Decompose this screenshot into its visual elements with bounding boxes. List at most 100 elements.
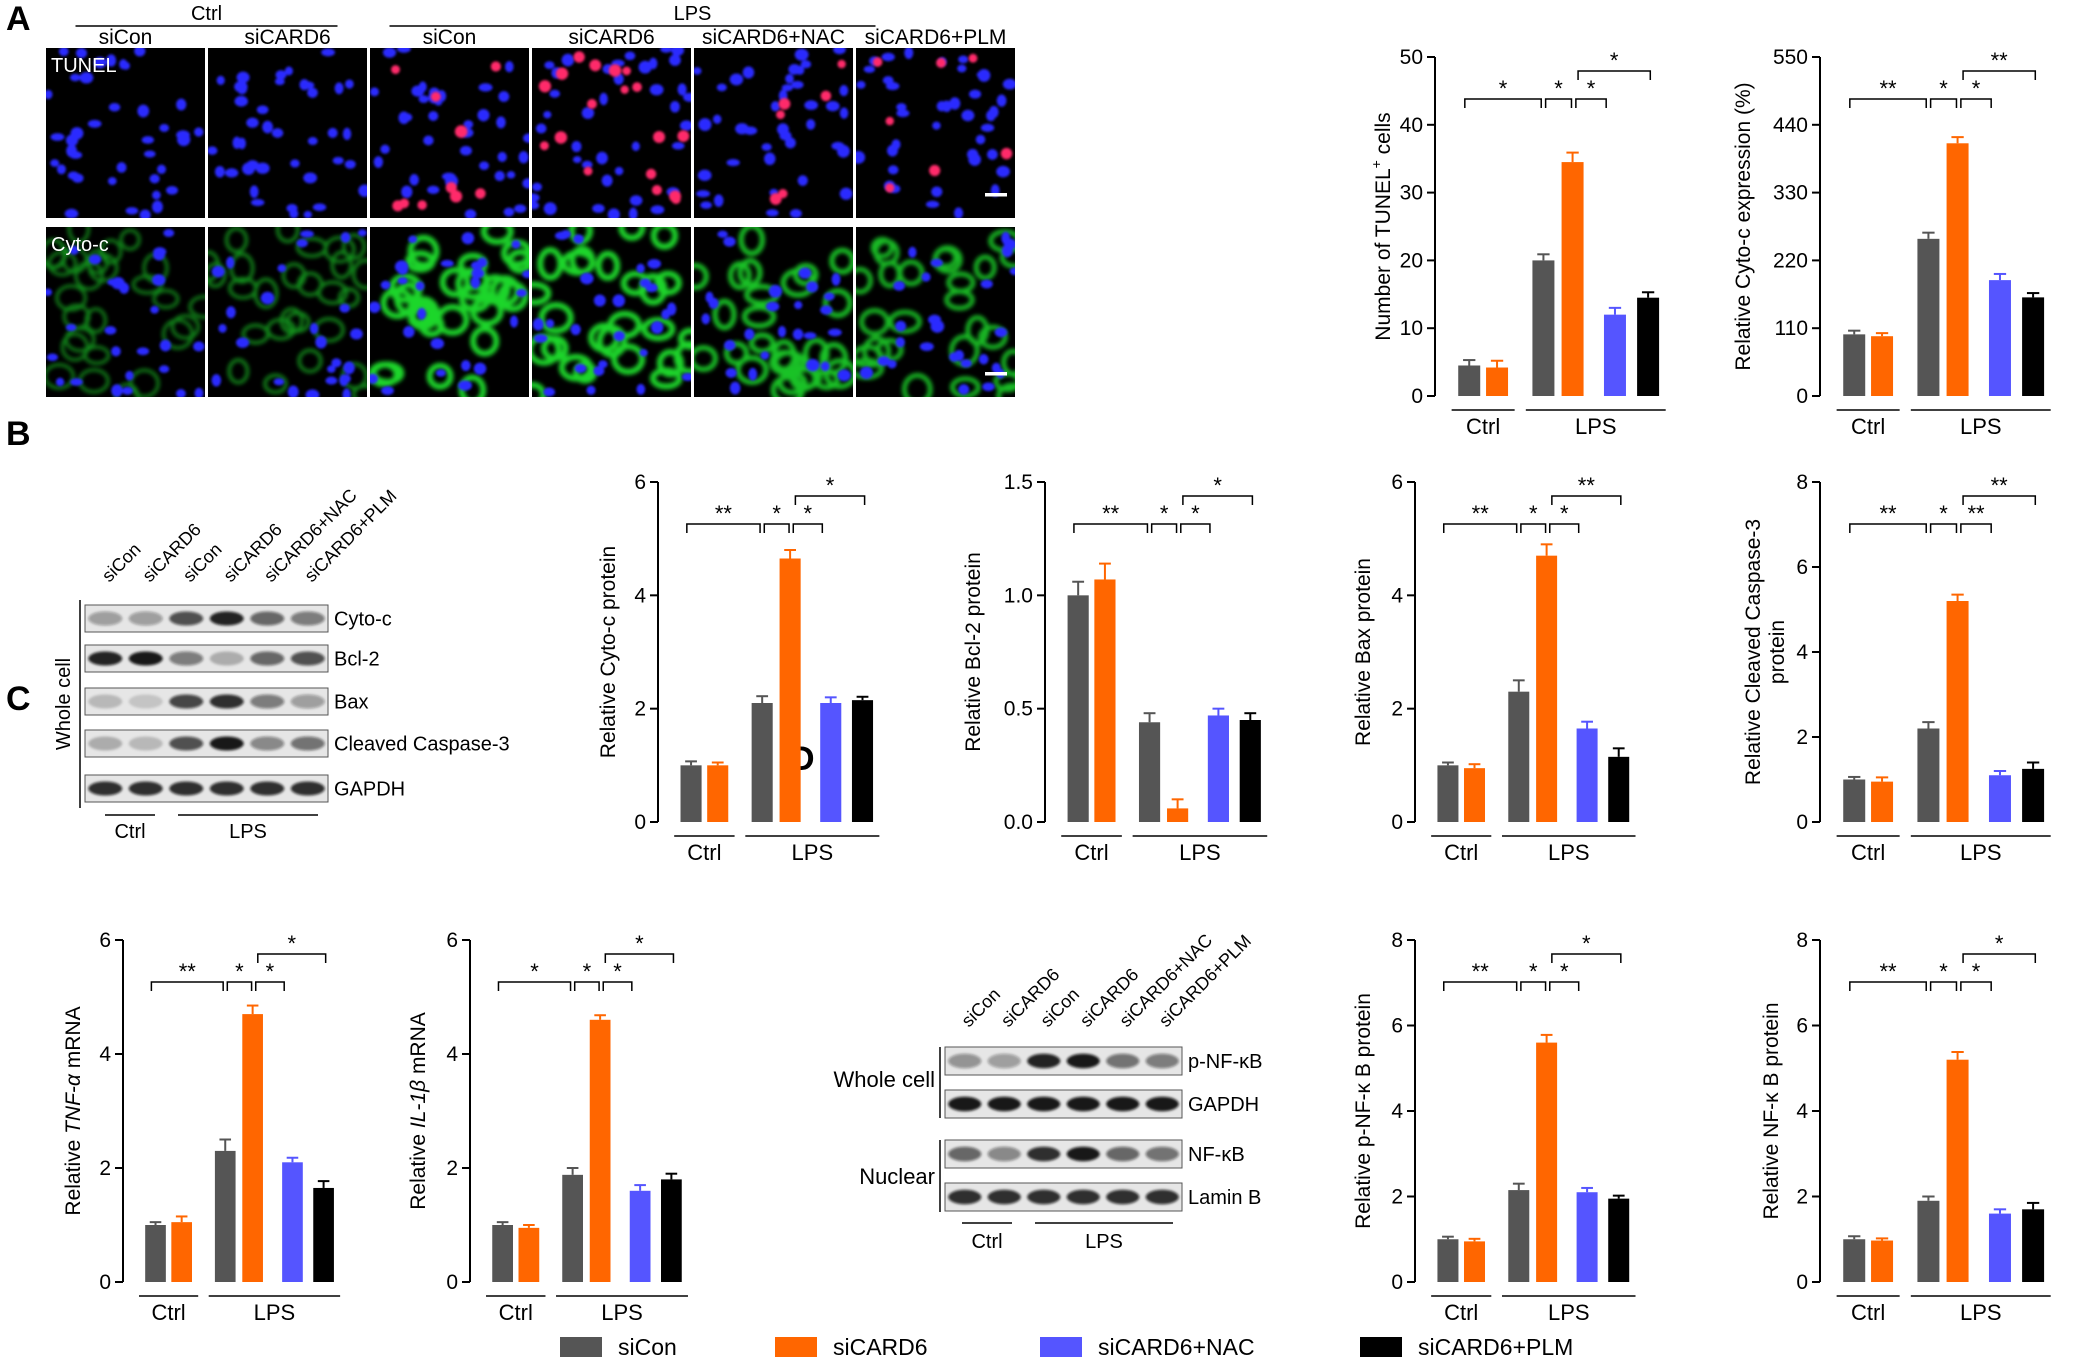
micro-tile: Cyto-c [46,227,205,397]
group-label: LPS [1960,1300,2002,1325]
blot-band [128,651,163,666]
bar [680,765,702,822]
blot-strip [84,774,329,803]
significance-bracket [1849,98,1927,108]
blot-strip [84,687,329,716]
group-label: LPS [1179,840,1221,865]
y-tick-label: 30 [1400,182,1423,205]
blot-band [290,694,325,709]
significance-label: * [1939,76,1948,101]
bar [2022,768,2045,822]
bar [1508,691,1530,822]
chart-tunel: 0 10 20 30 40 50 Number of TUNEL+ cells Ctrl LPS… [1368,46,1666,439]
blot-band [1066,1053,1100,1069]
significance-label: * [1610,48,1619,73]
significance-bracket [1929,98,1958,108]
bar [1167,808,1189,822]
significance-label: * [287,931,296,956]
legend-label: siCARD6 [833,1334,928,1360]
blot-bands [88,651,325,666]
y-tick-label: 6 [1796,556,1808,579]
micro-frame [44,46,1017,397]
significance-label: * [613,959,622,984]
y-tick-label: 6 [1796,1015,1808,1038]
panel-letter-c: C [6,680,31,718]
significance-bracket [1520,523,1547,533]
group-label: Ctrl [151,1300,185,1325]
blot-band [987,1146,1021,1162]
bar [1871,1240,1894,1282]
bar [1437,1239,1459,1282]
y-tick-label: 0 [1391,1271,1403,1294]
significance-bracket [1960,98,1992,108]
y-axis-label: Number of TUNEL+ cells [1368,112,1395,340]
blot-band [250,694,285,709]
bar [1138,722,1161,822]
blot-band [88,736,123,751]
blot-band [209,611,244,626]
micro-cyto-signal [370,227,529,397]
significance-label: * [1160,501,1169,526]
blot-band [169,736,204,751]
y-tick-label: 0 [1796,385,1808,408]
bar [1464,1241,1486,1282]
scale-bar [985,372,1007,376]
bar [1561,162,1584,396]
blot-strip [84,729,329,758]
group-label: LPS [1960,414,2002,439]
legend-item: siCon [560,1334,677,1360]
bar [1988,1213,2011,1282]
micro-cyto-signal [694,227,853,397]
group-label: Ctrl [687,840,721,865]
blot-bands [88,694,325,709]
micro-nuclei [211,229,367,397]
blot-bands [948,1096,1179,1112]
bar [1608,756,1630,822]
significance-label: * [1499,76,1508,101]
micro-nuclei [532,229,691,397]
micro-tunel-signal [872,53,1013,193]
significance-bracket [1549,523,1580,533]
bar [1608,1198,1630,1282]
blot-band [1106,1053,1140,1069]
blot-strip [944,1089,1183,1119]
y-tick-label: 2 [1796,1186,1808,1209]
blot-band [290,781,325,796]
y-tick-label: 2 [1796,726,1808,749]
micro-tunel-signal [769,59,846,205]
bar [707,765,729,822]
significance-bracket [1549,981,1580,991]
bar [1917,728,1940,822]
significance-label: ** [715,501,733,526]
legend-swatch [1040,1337,1082,1357]
group-label: LPS [1548,840,1590,865]
y-axis-label: Relative TNF-α mRNA [62,1006,85,1215]
blot-bands [948,1189,1179,1205]
blot-band [1145,1146,1179,1162]
legend-label: siCARD6+NAC [1098,1334,1255,1360]
y-tick-label: 330 [1773,182,1808,205]
group-label: Ctrl [1851,1300,1885,1325]
blot-band [250,611,285,626]
significance-bracket [254,981,285,991]
bar [1532,260,1555,396]
significance-bracket [1150,523,1178,533]
significance-bracket [1960,523,1992,533]
blot-band [169,781,204,796]
significance-label: * [1560,501,1569,526]
significance-label: * [1995,931,2004,956]
y-tick-label: 4 [446,1043,458,1066]
significance-bracket [257,953,327,963]
bar [1637,297,1660,396]
blot-band [88,694,123,709]
bar [820,703,842,822]
y-tick-label: 2 [446,1157,458,1180]
micro-tile [856,48,1015,218]
y-tick-label: 0 [1391,811,1403,834]
blot-ctrl-label: Ctrl [971,1231,1002,1253]
significance-bracket [792,523,824,533]
significance-label: * [530,959,539,984]
y-tick-label: 8 [1796,929,1808,952]
